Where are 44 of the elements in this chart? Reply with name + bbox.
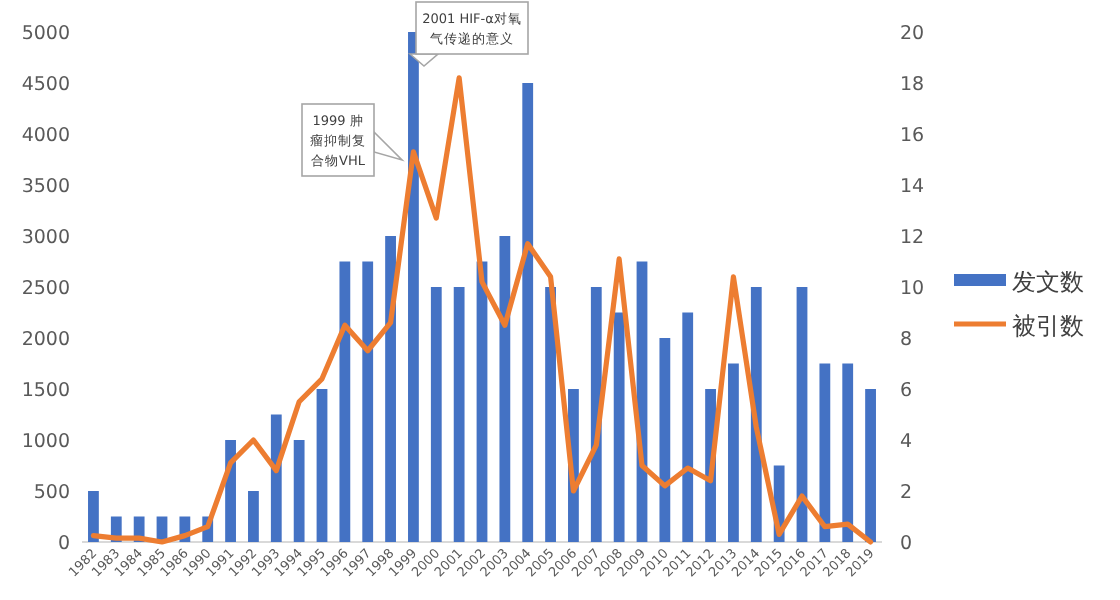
- bar: [819, 363, 831, 542]
- y-tick-label: 3000: [21, 227, 70, 249]
- y-tick-label: 2000: [21, 329, 70, 351]
- bar: [613, 312, 625, 542]
- y2-tick-label: 10: [900, 278, 925, 300]
- bar: [430, 287, 442, 542]
- bar: [842, 363, 854, 542]
- y2-tick-label: 18: [900, 74, 925, 96]
- y2-tick-label: 2: [900, 482, 913, 504]
- y-tick-label: 0: [57, 533, 70, 555]
- bar: [522, 83, 534, 542]
- legend-label: 被引数: [1012, 312, 1084, 340]
- bar: [88, 491, 99, 542]
- y-tick-label: 2500: [21, 278, 70, 300]
- y2-tick-label: 6: [900, 380, 913, 402]
- bar: [728, 363, 739, 542]
- y-tick-label: 5000: [21, 23, 70, 45]
- bar: [270, 414, 282, 542]
- y-tick-label: 1500: [21, 380, 70, 402]
- y2-tick-label: 20: [900, 23, 925, 45]
- bar: [545, 287, 556, 542]
- bar: [682, 312, 694, 542]
- bar: [865, 389, 876, 542]
- y2-tick-label: 12: [900, 227, 925, 249]
- bar: [248, 491, 259, 542]
- y-tick-label: 4000: [21, 125, 70, 147]
- bar: [293, 440, 305, 542]
- y2-tick-label: 16: [900, 125, 925, 147]
- y2-tick-label: 0: [900, 533, 913, 555]
- bar: [362, 261, 374, 542]
- bar: [316, 389, 328, 542]
- y-tick-label: 1000: [21, 431, 70, 453]
- y-tick-label: 3500: [21, 176, 70, 198]
- bar: [453, 287, 465, 542]
- bar: [339, 261, 351, 542]
- legend-label: 发文数: [1012, 268, 1084, 296]
- y2-tick-label: 8: [900, 329, 913, 351]
- bar: [499, 236, 511, 542]
- y-tick-label: 500: [33, 482, 70, 504]
- y-tick-label: 4500: [21, 74, 70, 96]
- bar: [659, 338, 671, 542]
- y2-tick-label: 14: [900, 176, 925, 198]
- y2-tick-label: 4: [900, 431, 913, 453]
- bar: [385, 236, 396, 542]
